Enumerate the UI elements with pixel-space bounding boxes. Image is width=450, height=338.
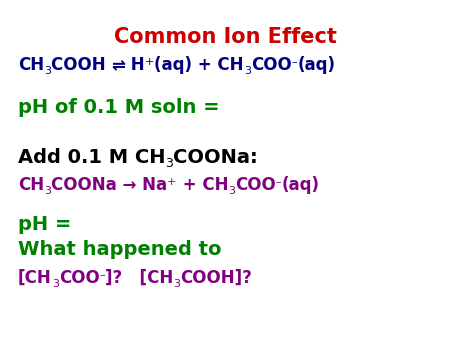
Text: H: H bbox=[126, 56, 145, 74]
Text: 3: 3 bbox=[228, 186, 235, 196]
Text: 3: 3 bbox=[44, 66, 51, 76]
Text: +: + bbox=[145, 57, 154, 67]
Text: CH: CH bbox=[18, 56, 44, 74]
Text: 3: 3 bbox=[173, 279, 180, 289]
Text: CH: CH bbox=[18, 176, 44, 194]
Text: COOH]?: COOH]? bbox=[180, 269, 252, 287]
Text: 3: 3 bbox=[44, 186, 51, 196]
Text: ⇌: ⇌ bbox=[112, 56, 126, 74]
Text: –: – bbox=[99, 270, 105, 280]
Text: COO: COO bbox=[251, 56, 292, 74]
Text: –: – bbox=[292, 57, 297, 67]
Text: +: + bbox=[167, 177, 176, 187]
Text: (aq): (aq) bbox=[297, 56, 335, 74]
Text: What happened to: What happened to bbox=[18, 240, 221, 259]
Text: (aq) + CH: (aq) + CH bbox=[154, 56, 244, 74]
Text: pH of 0.1 M soln =: pH of 0.1 M soln = bbox=[18, 98, 220, 117]
Text: (aq): (aq) bbox=[282, 176, 320, 194]
Text: COOH: COOH bbox=[51, 56, 112, 74]
Text: COO: COO bbox=[59, 269, 99, 287]
Text: [CH: [CH bbox=[18, 269, 52, 287]
Text: COONa → Na: COONa → Na bbox=[51, 176, 167, 194]
Text: + CH: + CH bbox=[176, 176, 228, 194]
Text: –: – bbox=[276, 177, 282, 187]
Text: pH =: pH = bbox=[18, 215, 72, 234]
Text: 3: 3 bbox=[244, 66, 251, 76]
Text: 3: 3 bbox=[166, 157, 173, 170]
Text: Common Ion Effect: Common Ion Effect bbox=[113, 27, 337, 47]
Text: COO: COO bbox=[235, 176, 276, 194]
Text: COONa:: COONa: bbox=[173, 148, 258, 167]
Text: 3: 3 bbox=[52, 279, 59, 289]
Text: ]?   [CH: ]? [CH bbox=[105, 269, 173, 287]
Text: Add 0.1 M CH: Add 0.1 M CH bbox=[18, 148, 166, 167]
